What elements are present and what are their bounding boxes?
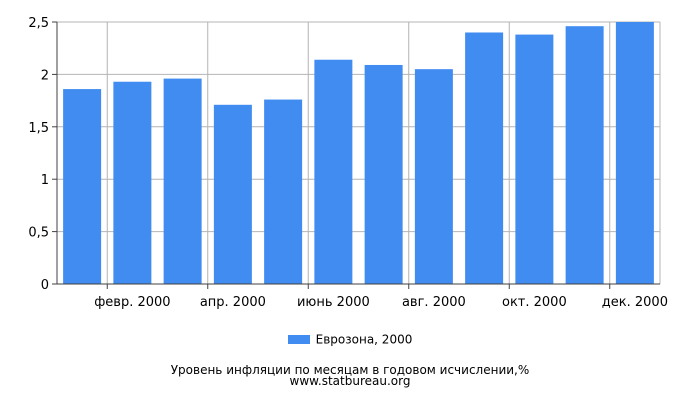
x-tick-label: апр. 2000 bbox=[200, 295, 266, 310]
axes bbox=[56, 22, 660, 285]
bar bbox=[314, 59, 353, 285]
x-tick-label: февр. 2000 bbox=[94, 295, 170, 310]
y-tick-label: 1 bbox=[41, 173, 49, 188]
bar bbox=[163, 78, 202, 284]
bar bbox=[414, 69, 453, 284]
y-tick-label: 2 bbox=[41, 68, 49, 83]
bar-chart: 0 0,5 1 1,5 2 2,5 февр. 2000 апр. 2000 июнь 200… bbox=[28, 16, 668, 310]
chart-caption: Уровень инфляции по месяцам в годовом ис… bbox=[170, 363, 530, 377]
x-tick-label: авг. 2000 bbox=[402, 295, 466, 310]
bar bbox=[63, 89, 102, 285]
bar-series bbox=[63, 22, 654, 285]
bar bbox=[113, 81, 152, 285]
y-tick-label: 0,5 bbox=[28, 226, 49, 241]
legend-label: Еврозона, 2000 bbox=[315, 332, 413, 347]
legend-swatch bbox=[287, 335, 310, 344]
bar bbox=[465, 32, 504, 285]
bar bbox=[615, 22, 654, 284]
y-tick-label: 1,5 bbox=[28, 121, 49, 136]
x-tick-label: июнь 2000 bbox=[297, 295, 370, 310]
bar bbox=[364, 64, 403, 284]
source-url: www.statbureau.org bbox=[289, 374, 411, 388]
legend: Еврозона, 2000 bbox=[0, 332, 700, 347]
y-tick-label: 2,5 bbox=[28, 16, 49, 31]
y-tick-label: 0 bbox=[41, 278, 49, 293]
bar bbox=[515, 34, 554, 284]
x-tick-label: окт. 2000 bbox=[502, 295, 567, 310]
x-axis-ticks: февр. 2000 апр. 2000 июнь 2000 авг. 2000 окт… bbox=[94, 284, 668, 310]
x-tick-label: дек. 2000 bbox=[602, 295, 668, 310]
grid-lines bbox=[57, 21, 661, 284]
bar bbox=[213, 104, 252, 285]
bar bbox=[565, 26, 604, 285]
y-axis-ticks: 0 0,5 1 1,5 2 2,5 bbox=[28, 16, 57, 293]
bar bbox=[264, 99, 303, 284]
